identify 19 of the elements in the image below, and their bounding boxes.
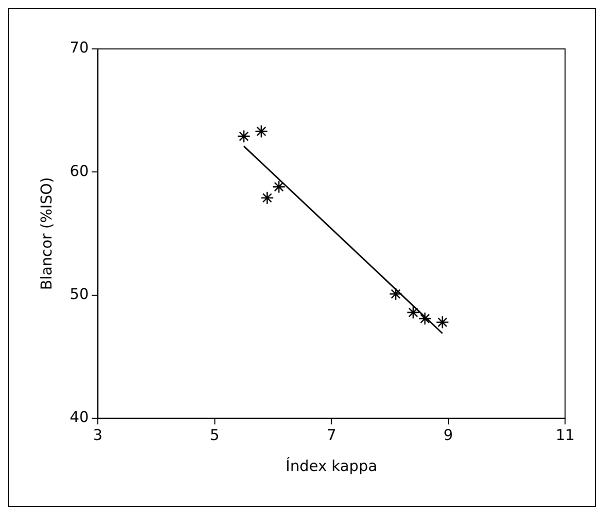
y-tick-label: 50 [70, 285, 89, 304]
point [389, 287, 402, 301]
x-tick-label: 11 [556, 426, 575, 444]
point [260, 191, 274, 204]
y-tick-label: 60 [70, 162, 89, 180]
point [418, 312, 432, 326]
x-tick-label: 3 [93, 426, 103, 444]
point [436, 316, 450, 329]
point [237, 130, 250, 143]
point [254, 124, 268, 138]
point [272, 180, 286, 194]
y-tick-label: 70 [70, 38, 89, 57]
x-tick-label: 7 [326, 426, 336, 444]
y-axis-title: Blancor (%ISO) [38, 177, 56, 290]
y-tick-label: 40 [70, 408, 89, 426]
x-axis-title: Índex kappa [286, 457, 378, 476]
x-tick-label: 9 [444, 426, 454, 444]
x-tick-label: 5 [210, 426, 220, 444]
point [406, 306, 420, 320]
